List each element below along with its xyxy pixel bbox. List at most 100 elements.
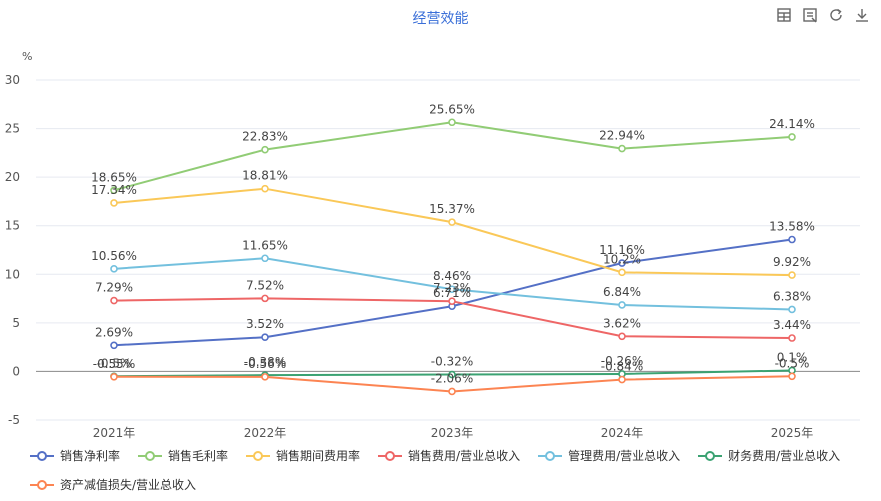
y-tick-label: 25 (5, 122, 20, 136)
data-label: -0.5% (97, 356, 132, 370)
data-label: 3.52% (246, 317, 284, 331)
data-point[interactable] (618, 259, 626, 267)
data-label: 6.84% (603, 285, 641, 299)
data-label: 7.29% (95, 281, 133, 295)
data-point[interactable] (261, 294, 269, 303)
legend-swatch (30, 479, 54, 490)
legend-label: 管理费用/营业总收入 (568, 449, 681, 463)
data-point[interactable] (110, 265, 118, 273)
series-line[interactable] (113, 121, 793, 192)
data-label: 25.65% (429, 102, 475, 116)
data-label: 3.62% (603, 316, 641, 330)
legend-swatch (698, 450, 723, 461)
legend-label: 销售净利率 (60, 449, 121, 463)
data-label: -0.38% (244, 355, 286, 369)
chart-title: 经营效能 (412, 11, 469, 27)
data-label: 17.34% (91, 183, 137, 197)
data-point[interactable] (110, 186, 118, 195)
data-label: 22.83% (242, 130, 288, 144)
data-point[interactable] (448, 285, 456, 294)
data-view-icon[interactable] (801, 6, 819, 24)
y-tick-label: 5 (12, 316, 20, 330)
chart-legend: 销售净利率 销售毛利率 销售期间费用率 销售费用/营业总收入 管理费用/营业总收入 财务费… (30, 447, 870, 493)
legend-label: 财务费用/营业总收入 (728, 449, 841, 463)
data-point[interactable] (618, 332, 626, 341)
y-tick-label: -5 (8, 413, 20, 427)
data-point[interactable] (261, 254, 269, 263)
data-point[interactable] (261, 145, 269, 154)
x-tick-label: 2022年 (244, 426, 287, 440)
data-point[interactable] (788, 334, 796, 342)
data-point[interactable] (448, 218, 456, 226)
download-icon[interactable] (853, 6, 871, 24)
legend-swatch (30, 450, 54, 461)
refresh-icon[interactable] (827, 6, 845, 24)
data-label: 6.38% (773, 289, 811, 303)
data-point[interactable] (618, 375, 626, 384)
data-label: 3.44% (773, 318, 811, 332)
x-tick-label: 2024年 (601, 426, 644, 440)
data-label: 7.23% (433, 281, 471, 295)
x-tick-label: 2025年 (771, 426, 814, 440)
data-label: -2.06% (431, 371, 473, 385)
data-label: 2.69% (95, 325, 133, 339)
data-point[interactable] (261, 333, 269, 342)
data-point[interactable] (110, 296, 118, 305)
data-label: 7.52% (246, 278, 284, 292)
data-label: 11.16% (599, 243, 645, 257)
legend-item[interactable]: 销售毛利率 (138, 447, 228, 464)
y-tick-label: 0 (12, 364, 20, 378)
data-label: 18.65% (91, 170, 137, 184)
data-point[interactable] (448, 370, 456, 379)
data-label: 15.37% (429, 202, 475, 216)
legend-item[interactable]: 销售净利率 (30, 447, 120, 464)
y-tick-label: 15 (5, 219, 20, 233)
x-tick-label: 2023年 (431, 426, 474, 440)
data-point[interactable] (110, 341, 118, 350)
data-label: -0.55% (93, 357, 135, 371)
data-label: 18.81% (242, 169, 288, 183)
legend-item[interactable]: 销售期间费用率 (246, 447, 360, 464)
table-icon[interactable] (775, 6, 793, 24)
data-point[interactable] (618, 301, 626, 309)
legend-swatch (538, 450, 563, 461)
data-point[interactable] (448, 118, 456, 127)
legend-label: 资产减值损失/营业总收入 (60, 478, 197, 492)
data-label: 13.58% (769, 220, 815, 234)
legend-swatch (378, 450, 403, 461)
data-label: 24.14% (769, 117, 815, 131)
data-label: 0.1% (777, 350, 808, 364)
data-label: -0.84% (601, 360, 643, 374)
y-tick-label: 30 (5, 73, 20, 87)
legend-label: 销售期间费用率 (276, 449, 361, 463)
legend-label: 销售毛利率 (168, 449, 229, 463)
data-label: -0.5% (775, 356, 810, 370)
data-point[interactable] (618, 144, 626, 153)
data-label: 8.46% (433, 269, 471, 283)
data-point[interactable] (788, 271, 796, 279)
data-point[interactable] (448, 387, 456, 396)
legend-item[interactable]: 管理费用/营业总收入 (538, 447, 680, 464)
data-point[interactable] (788, 133, 796, 141)
data-label: -0.26% (601, 354, 643, 368)
data-label: -0.32% (431, 355, 473, 369)
y-tick-label: 20 (5, 170, 20, 184)
data-point[interactable] (261, 184, 269, 193)
data-point[interactable] (618, 268, 626, 277)
data-point[interactable] (110, 199, 118, 207)
data-label: 22.94% (599, 129, 645, 143)
legend-item[interactable]: 财务费用/营业总收入 (698, 447, 840, 464)
legend-item[interactable]: 资产减值损失/营业总收入 (30, 476, 196, 493)
legend-item[interactable]: 销售费用/营业总收入 (378, 447, 520, 464)
data-point[interactable] (788, 305, 796, 314)
data-point[interactable] (448, 297, 456, 305)
data-point[interactable] (110, 372, 118, 381)
legend-label: 销售费用/营业总收入 (408, 449, 521, 463)
data-label: 10.56% (91, 249, 137, 263)
data-label: 9.92% (773, 255, 811, 269)
data-point[interactable] (788, 235, 796, 244)
data-point[interactable] (261, 373, 269, 381)
data-point[interactable] (788, 372, 796, 381)
legend-swatch (246, 450, 271, 461)
